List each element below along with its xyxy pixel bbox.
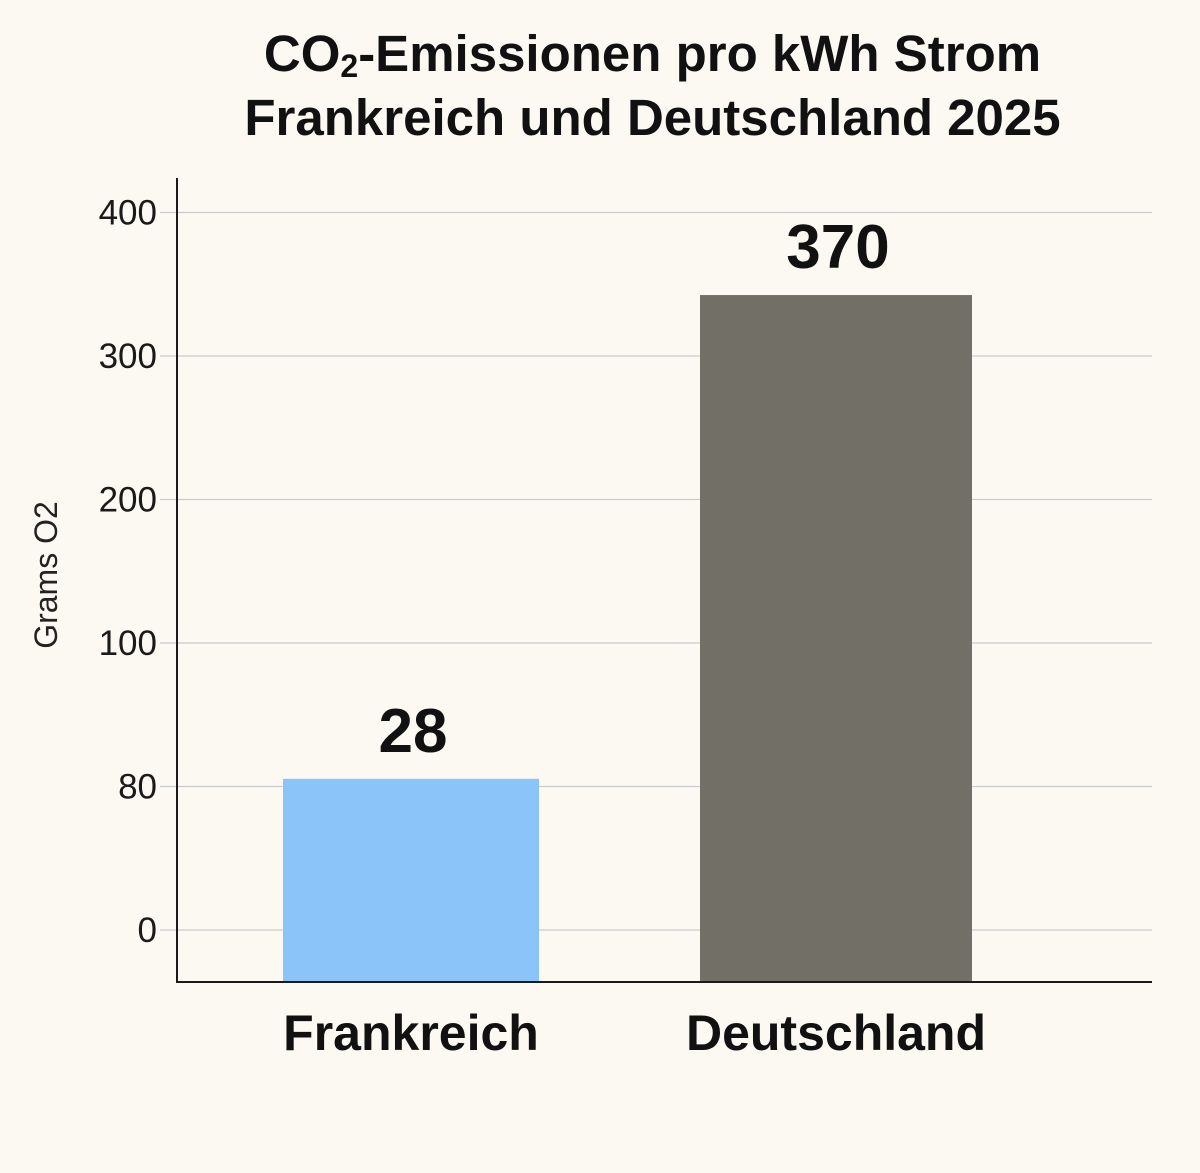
title-co: CO <box>263 25 341 82</box>
y-tick-label: 200 <box>99 481 157 520</box>
bar-deutschland <box>700 295 972 982</box>
y-tick-label: 100 <box>99 624 157 663</box>
x-category-labels: Frankreich Deutschland <box>283 1005 986 1061</box>
x-category-label: Deutschland <box>686 1005 986 1061</box>
data-label: 370 <box>786 213 889 282</box>
chart-title: CO2-Emissionen pro kWh Strom Frankreich u… <box>0 22 1200 150</box>
y-tick-label: 0 <box>138 911 157 950</box>
title-subscript: 2 <box>340 48 359 84</box>
gridlines <box>160 211 1152 931</box>
data-label: 28 <box>379 697 448 766</box>
title-line1-rest: -Emissionen pro kWh Strom <box>358 25 1042 82</box>
bars <box>283 295 972 982</box>
y-tick-labels: 0 80 100 200 300 400 <box>99 194 157 951</box>
y-axis-title: Grams O2 <box>28 501 64 649</box>
y-tick-label: 300 <box>99 337 157 376</box>
bar-frankreich <box>283 778 539 982</box>
y-tick-label: 80 <box>118 768 157 807</box>
title-line2: Frankreich und Deutschland 2025 <box>244 89 1061 146</box>
x-category-label: Frankreich <box>283 1005 539 1061</box>
y-tick-label: 400 <box>99 194 157 233</box>
data-labels: 28 370 <box>379 213 890 766</box>
